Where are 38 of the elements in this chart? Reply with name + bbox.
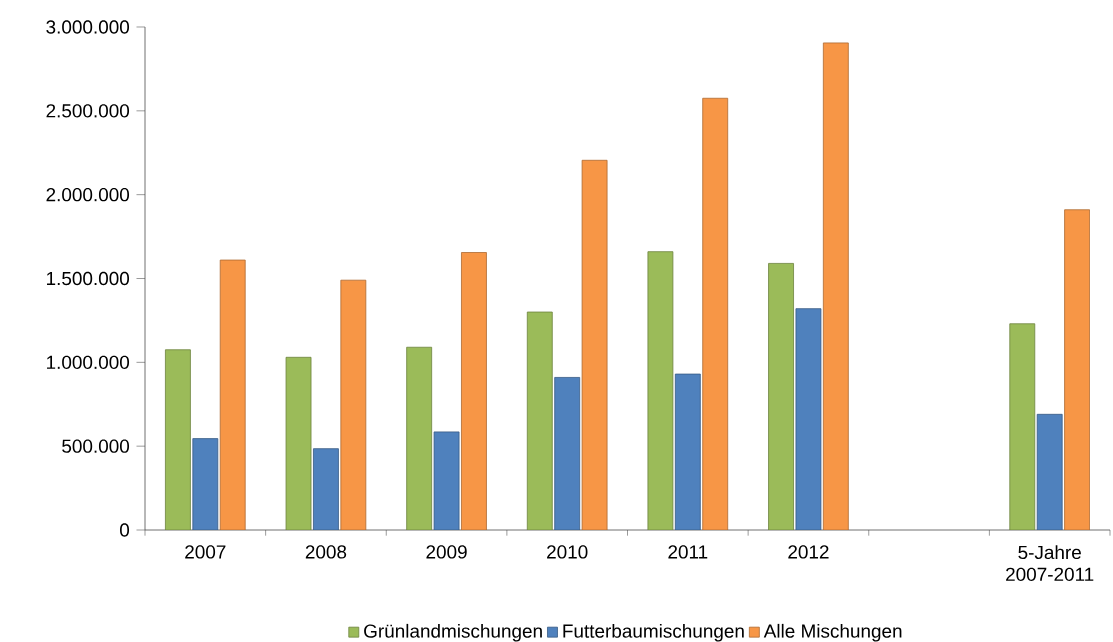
- y-tick-label: 3.000.000: [46, 20, 130, 34]
- legend-label: Grünlandmischungen: [364, 623, 542, 642]
- bar: [554, 377, 581, 530]
- bar: [313, 448, 339, 530]
- bar: [768, 263, 794, 530]
- x-tick-label: 2007: [185, 545, 226, 559]
- bar: [674, 373, 701, 530]
- bar: [822, 42, 849, 530]
- x-tick-label: 2010: [547, 545, 588, 559]
- bar: [340, 279, 367, 530]
- y-tick-label: 1.500.000: [47, 271, 130, 286]
- bar: [702, 97, 729, 530]
- bar: [219, 259, 246, 530]
- bar: [795, 308, 822, 530]
- bar: [165, 349, 191, 530]
- y-tick-label: 500.000: [62, 439, 130, 453]
- bar: [1064, 209, 1090, 530]
- bar: [647, 251, 674, 530]
- x-tick-label: 2009: [426, 545, 467, 559]
- legend-label: Alle Mischungen: [763, 623, 902, 642]
- bar: [461, 252, 487, 530]
- y-tick-label: 1.000.000: [47, 355, 130, 370]
- y-tick-label: 2.000.000: [46, 187, 130, 202]
- x-tick-label: 5-Jahre 2007-2011: [1006, 545, 1094, 582]
- bar: [406, 346, 433, 530]
- bar: [192, 438, 219, 530]
- bar: [285, 356, 312, 530]
- bar: [1009, 323, 1036, 530]
- x-tick-label: 2008: [305, 545, 347, 559]
- y-tick-label: 2.500.000: [46, 104, 130, 118]
- bar: [1036, 413, 1063, 530]
- x-tick-label: 2011: [668, 545, 708, 559]
- bar: [433, 431, 460, 530]
- y-tick-label: 0: [120, 523, 130, 537]
- bar: [581, 159, 608, 530]
- bar: [526, 311, 553, 530]
- x-tick-label: 2012: [788, 545, 829, 559]
- legend-label: Futterbaumischungen: [563, 623, 744, 642]
